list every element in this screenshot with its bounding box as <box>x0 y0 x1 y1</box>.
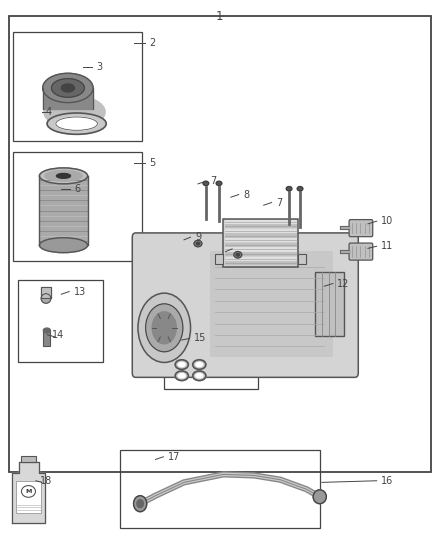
Ellipse shape <box>41 294 51 303</box>
Text: 12: 12 <box>337 279 350 288</box>
Bar <box>225 233 297 238</box>
Bar <box>164 328 258 389</box>
Bar <box>120 450 320 528</box>
Text: 13: 13 <box>74 287 86 296</box>
Text: 5: 5 <box>149 158 155 167</box>
Ellipse shape <box>134 496 147 512</box>
Text: M: M <box>25 489 32 494</box>
Bar <box>215 254 223 264</box>
Bar <box>225 261 297 265</box>
Ellipse shape <box>57 174 71 179</box>
Ellipse shape <box>313 490 326 504</box>
Text: 11: 11 <box>381 241 393 251</box>
Text: 9: 9 <box>195 232 201 242</box>
Ellipse shape <box>56 117 97 131</box>
Ellipse shape <box>234 252 242 258</box>
Ellipse shape <box>175 371 188 381</box>
Ellipse shape <box>47 113 106 134</box>
Text: 10: 10 <box>381 216 393 226</box>
Bar <box>225 238 297 243</box>
Bar <box>298 254 306 264</box>
Ellipse shape <box>44 96 105 128</box>
Bar <box>16 481 41 513</box>
Bar <box>43 330 50 346</box>
Bar <box>9 16 431 472</box>
Ellipse shape <box>61 84 74 92</box>
Ellipse shape <box>193 371 206 381</box>
Ellipse shape <box>178 362 185 367</box>
Bar <box>41 287 51 298</box>
Ellipse shape <box>286 187 292 191</box>
Bar <box>315 272 344 336</box>
Ellipse shape <box>138 293 191 362</box>
Ellipse shape <box>145 304 183 352</box>
Ellipse shape <box>194 240 202 247</box>
Ellipse shape <box>45 171 82 181</box>
Text: 17: 17 <box>168 452 180 462</box>
Bar <box>225 220 297 224</box>
Ellipse shape <box>196 374 203 378</box>
Bar <box>13 152 142 261</box>
Ellipse shape <box>297 187 303 191</box>
Bar <box>225 243 297 247</box>
Text: 18: 18 <box>40 476 53 486</box>
Ellipse shape <box>42 73 93 102</box>
Bar <box>315 272 344 336</box>
Ellipse shape <box>216 181 222 185</box>
Bar <box>225 224 297 229</box>
Bar <box>225 256 297 261</box>
Ellipse shape <box>39 238 88 253</box>
Bar <box>21 456 36 462</box>
Ellipse shape <box>52 78 84 97</box>
Text: 14: 14 <box>52 330 64 340</box>
Text: 2: 2 <box>149 38 155 47</box>
Ellipse shape <box>152 312 176 344</box>
Text: 7: 7 <box>210 176 216 186</box>
Bar <box>225 247 297 252</box>
Ellipse shape <box>39 168 88 184</box>
Bar <box>225 229 297 233</box>
Text: 16: 16 <box>381 476 393 486</box>
Ellipse shape <box>137 500 143 507</box>
Ellipse shape <box>203 181 208 185</box>
Ellipse shape <box>43 328 50 333</box>
Text: 9: 9 <box>237 244 243 254</box>
Ellipse shape <box>175 360 188 369</box>
Text: 8: 8 <box>243 190 249 199</box>
Bar <box>225 252 297 256</box>
Polygon shape <box>12 462 45 523</box>
Bar <box>210 251 333 357</box>
Ellipse shape <box>196 362 203 367</box>
Ellipse shape <box>196 242 200 245</box>
Bar <box>223 219 298 266</box>
Text: 7: 7 <box>276 198 282 207</box>
Ellipse shape <box>236 254 240 256</box>
Text: 1: 1 <box>215 10 223 22</box>
FancyBboxPatch shape <box>349 220 373 237</box>
Bar <box>39 176 88 245</box>
Bar <box>13 32 142 141</box>
Bar <box>18 280 103 362</box>
FancyBboxPatch shape <box>349 243 373 260</box>
Text: 3: 3 <box>96 62 102 71</box>
Bar <box>43 88 93 109</box>
Bar <box>41 287 51 298</box>
Text: 15: 15 <box>194 334 206 343</box>
Ellipse shape <box>193 360 206 369</box>
Ellipse shape <box>178 374 185 378</box>
Text: 6: 6 <box>74 184 81 194</box>
FancyBboxPatch shape <box>132 233 358 377</box>
Text: 4: 4 <box>46 107 52 117</box>
